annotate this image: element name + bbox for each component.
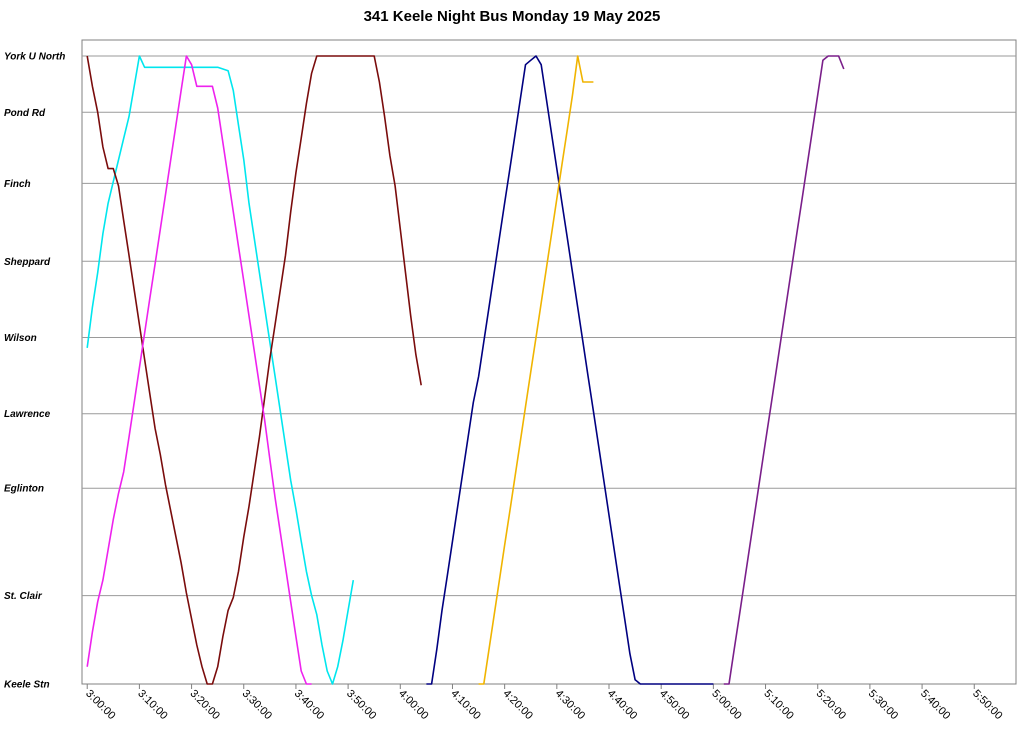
series-line-5: [478, 55, 594, 685]
x-tick-label: 3:40:00: [292, 688, 326, 722]
x-tick-label: 4:00:00: [396, 688, 430, 722]
x-tick-label: 3:30:00: [240, 688, 274, 722]
x-tick-label: 4:50:00: [657, 688, 691, 722]
x-tick-label: 4:20:00: [501, 688, 535, 722]
y-tick-label: Finch: [4, 179, 31, 190]
y-tick-label: Keele Stn: [4, 680, 50, 691]
plot-area: [81, 39, 1017, 685]
series-line-4: [426, 55, 714, 685]
x-tick-label: 3:00:00: [83, 688, 117, 722]
x-tick-label: 5:00:00: [709, 688, 743, 722]
y-tick-label: York U North: [4, 52, 65, 63]
y-tick-label: Eglinton: [4, 484, 44, 495]
x-tick-label: 5:20:00: [814, 688, 848, 722]
y-tick-label: Pond Rd: [4, 108, 46, 119]
series-line-6: [723, 55, 845, 685]
y-tick-label: St. Clair: [4, 591, 43, 602]
y-tick-label: Wilson: [4, 333, 37, 344]
series-line-3: [86, 55, 312, 685]
series-line-1: [86, 55, 355, 685]
x-tick-label: 4:10:00: [448, 688, 482, 722]
chart-title: 341 Keele Night Bus Monday 19 May 2025: [363, 8, 661, 25]
x-tick-label: 5:10:00: [761, 688, 795, 722]
x-tick-label: 4:30:00: [553, 688, 587, 722]
x-tick-label: 4:40:00: [605, 688, 639, 722]
y-tick-label: Lawrence: [4, 409, 51, 420]
x-tick-label: 5:30:00: [866, 688, 900, 722]
x-tick-label: 3:50:00: [344, 688, 378, 722]
x-tick-label: 3:10:00: [135, 688, 169, 722]
x-tick-label: 5:40:00: [918, 688, 952, 722]
series-line-2: [86, 55, 422, 685]
y-tick-label: Sheppard: [4, 257, 51, 268]
x-tick-label: 5:50:00: [970, 688, 1004, 722]
x-tick-label: 3:20:00: [187, 688, 221, 722]
